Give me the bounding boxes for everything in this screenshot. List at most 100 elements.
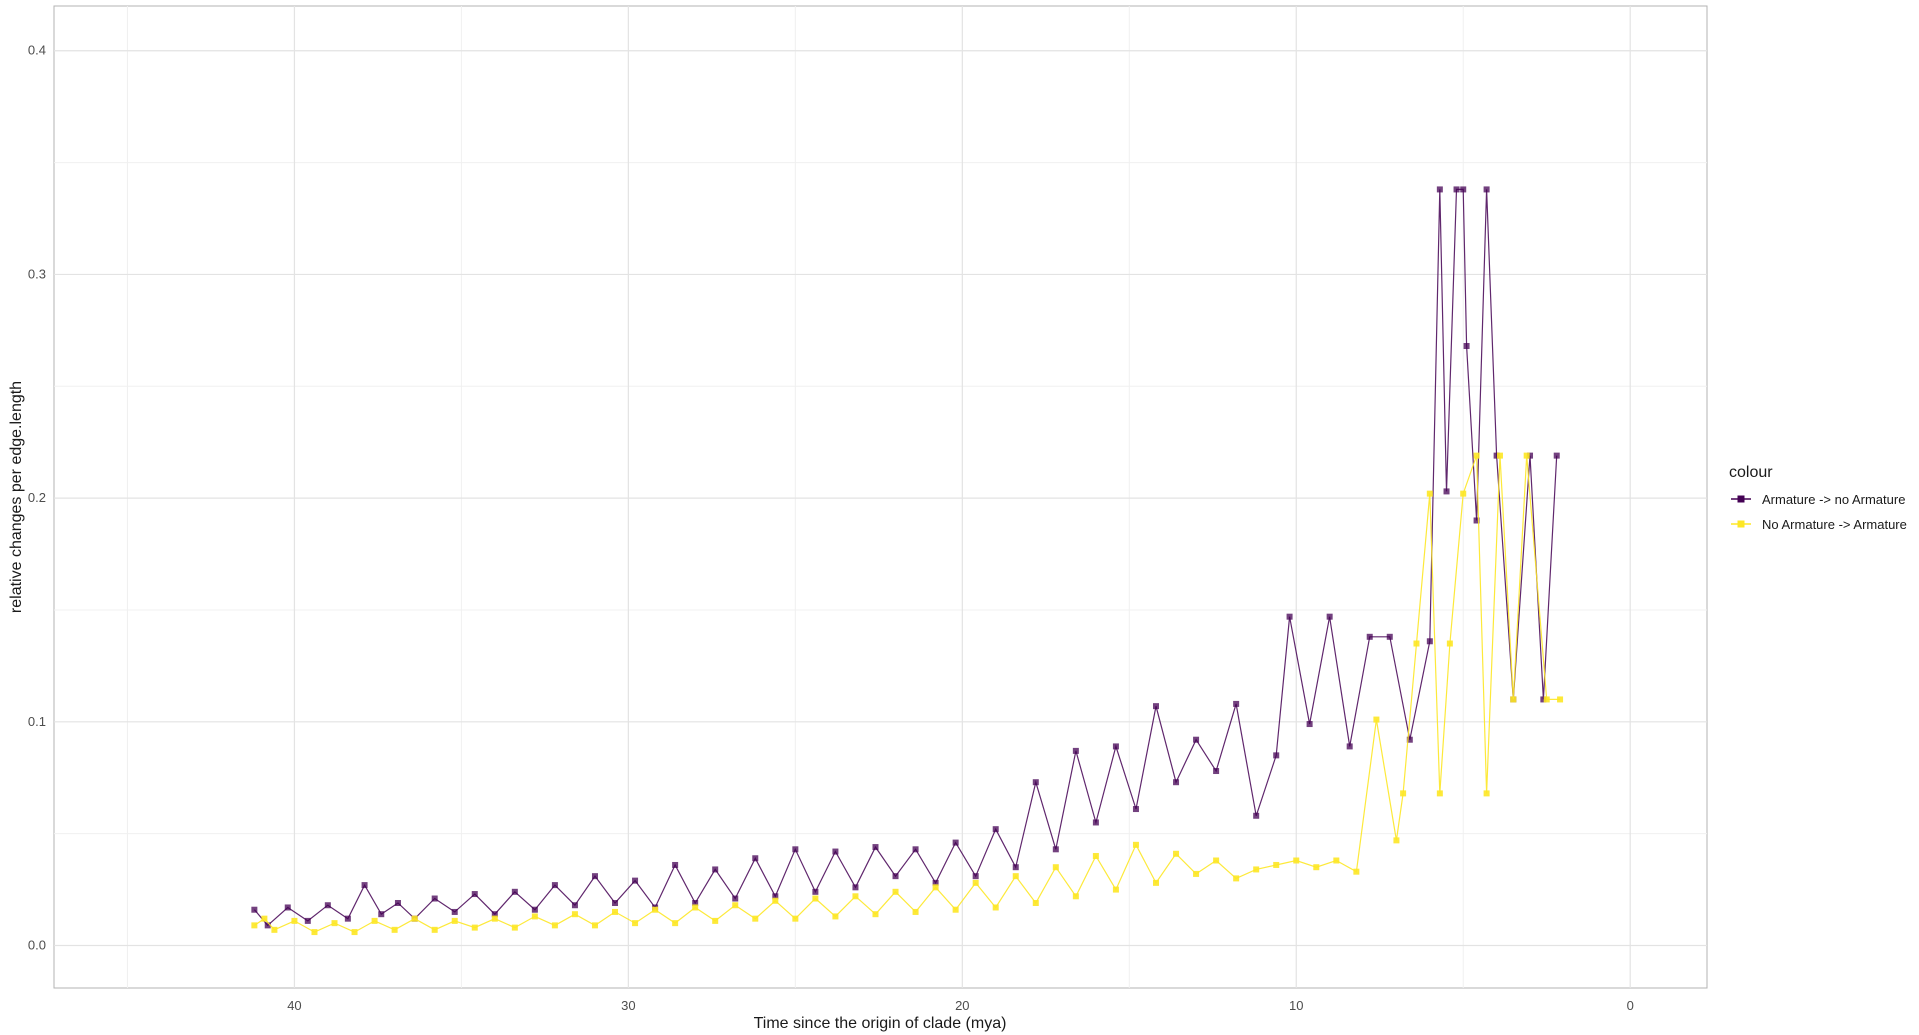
series-point xyxy=(1032,899,1039,906)
series-point xyxy=(551,882,558,889)
series-point xyxy=(531,906,538,913)
series-point xyxy=(712,866,719,873)
y-tick-label: 0.2 xyxy=(28,490,46,505)
series-point xyxy=(612,908,619,915)
series-point xyxy=(1072,893,1079,900)
series-point xyxy=(1193,736,1200,743)
x-tick-label: 40 xyxy=(287,998,301,1013)
series-point xyxy=(511,888,518,895)
series-point xyxy=(491,911,498,918)
series-point xyxy=(1072,747,1079,754)
series-point xyxy=(1253,812,1260,819)
series-point xyxy=(1112,743,1119,750)
legend-label-2: No Armature -> Armature xyxy=(1762,517,1907,532)
series-point xyxy=(1366,633,1373,640)
series-point xyxy=(324,902,331,909)
series-point xyxy=(1453,186,1460,193)
series-point xyxy=(732,895,739,902)
series-point xyxy=(1052,864,1059,871)
series-point xyxy=(1386,633,1393,640)
series-point xyxy=(852,893,859,900)
series-point xyxy=(264,922,271,929)
legend-label-1: Armature -> no Armature xyxy=(1762,492,1905,507)
series-point xyxy=(632,920,639,927)
series-point xyxy=(972,879,979,886)
series-point xyxy=(832,848,839,855)
series-point xyxy=(511,924,518,931)
series-point xyxy=(1373,716,1380,723)
series-point xyxy=(932,879,939,886)
series-point xyxy=(591,922,598,929)
series-point xyxy=(1510,696,1517,703)
series-point xyxy=(251,922,258,929)
y-axis-ticks: 0.0 0.1 0.2 0.3 0.4 xyxy=(28,43,46,953)
series-point xyxy=(672,861,679,868)
series-point xyxy=(1293,857,1300,864)
series-point xyxy=(431,926,438,933)
series-point xyxy=(1273,861,1280,868)
y-tick-label: 0.1 xyxy=(28,714,46,729)
series-point xyxy=(612,899,619,906)
series-point xyxy=(551,922,558,929)
series-point xyxy=(1446,640,1453,647)
series-point xyxy=(832,913,839,920)
series-point xyxy=(531,913,538,920)
legend-title: colour xyxy=(1729,464,1773,481)
series-point xyxy=(1406,736,1413,743)
legend-item-armature-to-no-armature: Armature -> no Armature xyxy=(1731,492,1905,507)
series-point xyxy=(792,915,799,922)
series-point xyxy=(311,929,318,936)
series-point xyxy=(284,904,291,911)
series-point xyxy=(1426,638,1433,645)
series-point xyxy=(1473,517,1480,524)
series-point xyxy=(1253,866,1260,873)
series-point xyxy=(1426,490,1433,497)
series-point xyxy=(571,902,578,909)
series-point xyxy=(1346,743,1353,750)
series-point xyxy=(471,891,478,898)
series-point xyxy=(1012,873,1019,880)
series-point xyxy=(261,915,268,922)
series-point xyxy=(391,926,398,933)
series-point xyxy=(1496,452,1503,459)
series-point xyxy=(371,917,378,924)
series-point xyxy=(378,911,385,918)
series-point xyxy=(271,926,278,933)
series-point xyxy=(632,877,639,884)
series-point xyxy=(451,908,458,915)
series-point xyxy=(1132,806,1139,813)
series-point xyxy=(692,899,699,906)
series-point xyxy=(852,884,859,891)
series-point xyxy=(1173,779,1180,786)
series-point xyxy=(1443,488,1450,495)
series-point xyxy=(892,873,899,880)
y-tick-label: 0.3 xyxy=(28,266,46,281)
series-point xyxy=(992,904,999,911)
series-point xyxy=(772,897,779,904)
series-point xyxy=(752,855,759,862)
series-point xyxy=(1132,841,1139,848)
x-tick-label: 0 xyxy=(1627,998,1634,1013)
series-point xyxy=(471,924,478,931)
series-point xyxy=(1460,490,1467,497)
series-point xyxy=(952,839,959,846)
series-point xyxy=(331,920,338,927)
y-tick-label: 0.0 xyxy=(28,937,46,952)
series-point xyxy=(251,906,258,913)
series-point xyxy=(1233,875,1240,882)
series-point xyxy=(1173,850,1180,857)
series-point xyxy=(752,915,759,922)
series-point xyxy=(912,846,919,853)
series-point xyxy=(344,915,351,922)
series-point xyxy=(792,846,799,853)
legend-key-marker-2 xyxy=(1737,520,1745,528)
series-point xyxy=(1092,819,1099,826)
series-2 xyxy=(251,452,1564,936)
x-axis-ticks: 40 30 20 10 0 xyxy=(287,998,1634,1013)
series-point xyxy=(1540,696,1547,703)
series-layer xyxy=(251,186,1564,936)
panel-background xyxy=(53,5,1708,989)
series-point xyxy=(1213,768,1220,775)
legend-item-no-armature-to-armature: No Armature -> Armature xyxy=(1731,517,1907,532)
series-point xyxy=(1473,452,1480,459)
